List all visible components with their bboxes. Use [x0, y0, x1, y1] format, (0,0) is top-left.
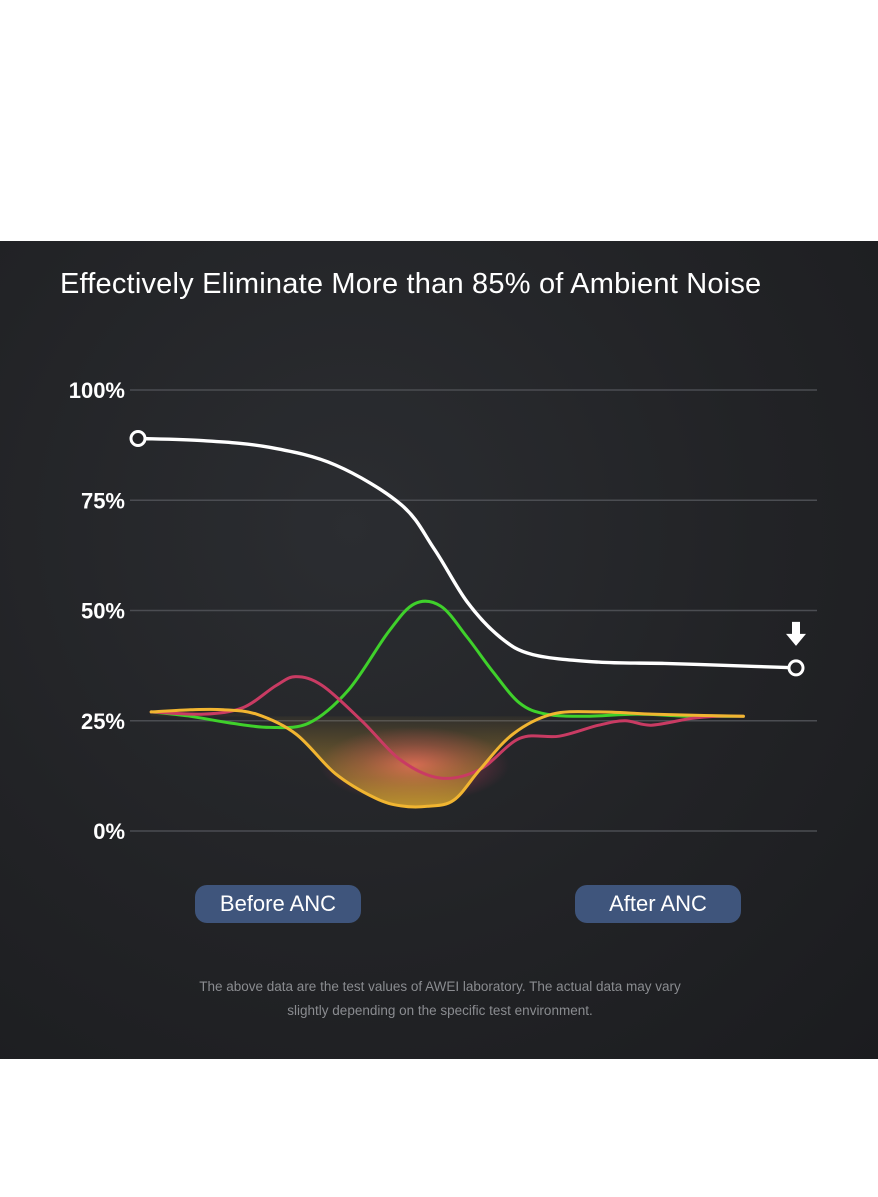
ambient-noise-level-line: [136, 436, 798, 670]
red-waveform-line: [149, 675, 745, 780]
y-tick-label-50: 50%: [81, 599, 125, 624]
disclaimer-footnote: The above data are the test values of AW…: [120, 975, 760, 1023]
footnote-line-1: The above data are the test values of AW…: [199, 979, 681, 994]
end-point-marker: [787, 659, 805, 677]
y-tick-label-100: 100%: [69, 378, 125, 403]
y-tick-label-25: 25%: [81, 709, 125, 734]
start-point-marker: [129, 430, 147, 448]
before-anc-label: Before ANC: [195, 885, 361, 923]
yellow-waveform-line: [149, 707, 745, 809]
green-waveform-line: [149, 599, 745, 730]
yellow-area-fill: [151, 709, 744, 808]
y-tick-label-75: 75%: [81, 488, 125, 513]
footnote-line-2: slightly depending on the specific test …: [287, 1003, 593, 1018]
chart-title: Effectively Eliminate More than 85% of A…: [60, 268, 762, 300]
down-arrow-icon: [786, 621, 806, 646]
y-tick-label-0: 0%: [93, 819, 125, 844]
after-anc-label: After ANC: [575, 885, 741, 923]
